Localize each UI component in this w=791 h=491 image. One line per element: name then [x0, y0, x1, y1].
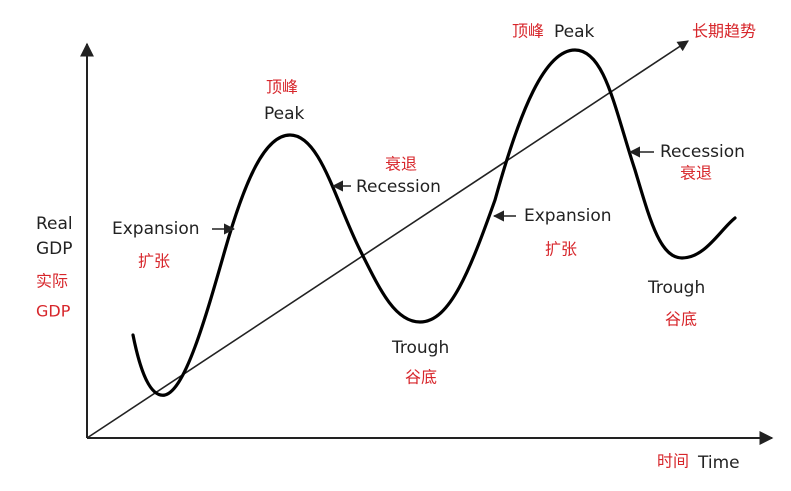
trend-line [86, 40, 689, 439]
cycle-curve [131, 48, 737, 397]
phase-label-zh: 谷底 [665, 310, 697, 329]
phase-label: Recession [356, 177, 441, 197]
phase-label: Trough [391, 338, 449, 358]
phase-label: Peak [264, 104, 305, 124]
phase-label-zh: 顶峰 [266, 78, 298, 97]
phase-label: Expansion [524, 206, 612, 226]
x-axis-label-zh: 时间 [657, 452, 689, 471]
trend-label: 长期趋势 [692, 22, 756, 41]
y-axis-label: Real [36, 214, 73, 234]
x-axis-label: Time [697, 453, 740, 473]
phase-label-zh: 扩张 [138, 252, 170, 271]
phase-label-zh: 扩张 [545, 240, 577, 259]
phase-label: Recession [660, 142, 745, 162]
y-axis-label-zh: 实际 [36, 272, 68, 291]
y-axis-label: GDP [36, 239, 73, 259]
phase-label: Peak [554, 22, 595, 42]
phase-label-zh: 衰退 [680, 164, 712, 183]
phase-label-zh: 衰退 [385, 155, 417, 174]
phase-label: Trough [647, 278, 705, 298]
y-axis-label-zh: GDP [36, 302, 71, 321]
phase-label-zh: 顶峰 [512, 22, 544, 41]
phase-label-zh: 谷底 [405, 368, 437, 387]
phase-label: Expansion [112, 219, 200, 239]
